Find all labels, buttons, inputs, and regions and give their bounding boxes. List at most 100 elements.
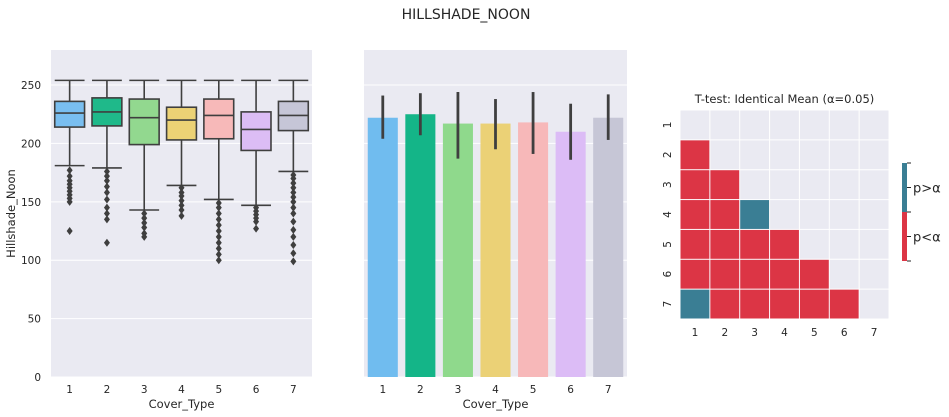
outlier-point bbox=[290, 179, 297, 188]
heatmap-cell-6-2 bbox=[710, 259, 740, 289]
outlier-point bbox=[178, 211, 185, 220]
outlier-point bbox=[103, 238, 110, 247]
outlier-point bbox=[290, 257, 297, 266]
heatmap-y-tick-label: 2 bbox=[662, 151, 674, 158]
heatmap-y-tick-label: 1 bbox=[662, 122, 674, 129]
figure-title: HILLSHADE_NOON bbox=[402, 7, 531, 23]
heatmap-cell-7-5 bbox=[799, 289, 829, 319]
boxplot-y-axis-label: Hillshade_Noon bbox=[4, 169, 18, 258]
heatmap-x-tick-label: 7 bbox=[871, 327, 878, 339]
outlier-point bbox=[290, 174, 297, 183]
heatmap-cell-7-4 bbox=[770, 289, 799, 319]
heatmap-cell-6-5 bbox=[799, 259, 829, 289]
boxplot-y-tick-label: 250 bbox=[21, 80, 41, 92]
heatmap-x-tick-label: 5 bbox=[811, 327, 818, 339]
outlier-point bbox=[215, 209, 222, 218]
heatmap-cell-7-6 bbox=[829, 289, 859, 319]
outlier-point bbox=[290, 217, 297, 226]
bar-5 bbox=[518, 122, 549, 378]
heatmap-cell-5-1 bbox=[680, 229, 710, 259]
outlier-point bbox=[103, 172, 110, 181]
heatmap-cell-5-4 bbox=[770, 229, 799, 259]
box-iqr bbox=[128, 98, 160, 146]
box-4 bbox=[165, 79, 198, 220]
boxplot-x-tick-label: 6 bbox=[253, 384, 260, 396]
outlier-point bbox=[215, 215, 222, 224]
boxplot-y-tick-label: 0 bbox=[34, 372, 41, 384]
outlier-point bbox=[103, 203, 110, 212]
colorbar-segment-nonsig bbox=[902, 163, 907, 212]
box-iqr bbox=[165, 106, 198, 141]
outlier-point bbox=[103, 215, 110, 224]
outlier-point bbox=[253, 224, 260, 233]
outlier-point bbox=[66, 172, 73, 181]
outlier-point bbox=[178, 196, 185, 205]
outlier-point bbox=[141, 209, 148, 218]
boxplot-x-tick-label: 7 bbox=[290, 384, 297, 396]
outlier-point bbox=[103, 195, 110, 204]
outlier-point bbox=[290, 203, 297, 212]
boxplot-panel: 0 50 100 150 200 250 1 2 3 4 5 6 7 Cover_Type Hillsh… bbox=[4, 50, 312, 411]
outlier-point bbox=[215, 238, 222, 247]
outlier-point bbox=[215, 250, 222, 259]
outlier-point bbox=[290, 193, 297, 202]
box-6 bbox=[240, 79, 272, 233]
heatmap-y-tick-label: 5 bbox=[662, 241, 674, 248]
box-iqr bbox=[240, 111, 272, 152]
boxplot-x-tick-label: 2 bbox=[104, 384, 111, 396]
outlier-point bbox=[141, 214, 148, 223]
outlier-point bbox=[290, 241, 297, 250]
barplot-x-tick-label: 2 bbox=[417, 384, 424, 396]
outlier-point bbox=[215, 203, 222, 212]
colorbar-segment-sig bbox=[902, 212, 907, 261]
box-7 bbox=[277, 79, 310, 266]
outlier-point bbox=[215, 256, 222, 265]
boxplot-y-tick-label: 100 bbox=[21, 255, 41, 267]
barplot-panel: 1 2 3 4 5 6 7 Cover_Type bbox=[364, 50, 627, 411]
colorbar-label: p<α bbox=[913, 231, 941, 246]
barplot-x-tick-label: 1 bbox=[379, 384, 386, 396]
heatmap-cell-4-1 bbox=[680, 200, 710, 229]
boxplot-x-axis-label: Cover_Type bbox=[149, 397, 215, 411]
heatmap-y-tick-label: 3 bbox=[662, 181, 674, 188]
heatmap-cell-5-2 bbox=[710, 229, 740, 259]
outlier-point bbox=[290, 232, 297, 241]
outlier-point bbox=[141, 218, 148, 227]
outlier-point bbox=[215, 221, 222, 230]
box-3 bbox=[128, 79, 160, 241]
outlier-point bbox=[215, 244, 222, 253]
barplot-x-tick-label: 5 bbox=[530, 384, 537, 396]
bar-2 bbox=[405, 114, 436, 377]
heatmap-cell-2-1 bbox=[680, 140, 710, 170]
ttest-heatmap-panel: T-test: Identical Mean (α=0.05) 1 2 3 4 5 6 7 1… bbox=[662, 92, 941, 339]
heatmap-title: T-test: Identical Mean (α=0.05) bbox=[694, 92, 875, 106]
heatmap-x-tick-label: 2 bbox=[721, 327, 728, 339]
outlier-point bbox=[290, 209, 297, 218]
boxplot-y-tick-label: 200 bbox=[21, 138, 41, 150]
bar-7 bbox=[593, 117, 624, 377]
outlier-point bbox=[141, 223, 148, 232]
heatmap-y-tick-label: 7 bbox=[662, 301, 674, 308]
box-iqr bbox=[203, 98, 235, 140]
outlier-point bbox=[290, 183, 297, 192]
heatmap-cell-7-1 bbox=[680, 289, 710, 319]
heatmap-cell-7-2 bbox=[710, 289, 740, 319]
barplot-x-axis-label: Cover_Type bbox=[463, 397, 529, 411]
heatmap-cell-3-2 bbox=[710, 170, 740, 200]
colorbar-label: p>α bbox=[913, 182, 941, 197]
outlier-point bbox=[178, 183, 185, 192]
outlier-point bbox=[178, 201, 185, 210]
outlier-point bbox=[290, 225, 297, 234]
outlier-point bbox=[290, 188, 297, 197]
heatmap-y-tick-label: 4 bbox=[662, 211, 674, 218]
heatmap-cell-5-3 bbox=[740, 229, 770, 259]
barplot-x-tick-label: 6 bbox=[567, 384, 574, 396]
outlier-point bbox=[290, 197, 297, 206]
outlier-point bbox=[215, 232, 222, 241]
outlier-point bbox=[66, 197, 73, 206]
heatmap-y-tick-label: 6 bbox=[662, 271, 674, 278]
barplot-x-tick-label: 3 bbox=[455, 384, 462, 396]
outlier-point bbox=[66, 166, 73, 175]
barplot-x-tick-label: 4 bbox=[492, 384, 499, 396]
